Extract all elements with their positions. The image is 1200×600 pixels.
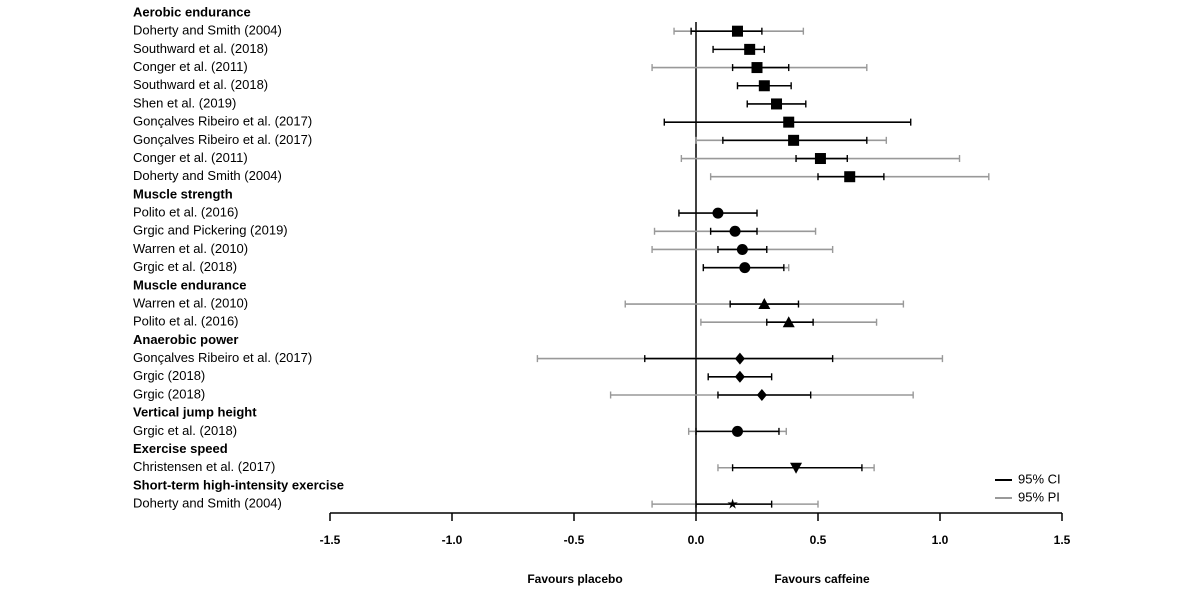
point: [734, 370, 745, 383]
point: [756, 388, 767, 401]
point: [751, 62, 763, 74]
point: [844, 171, 856, 183]
study-label: Southward et al. (2018): [133, 77, 268, 92]
point: [712, 207, 724, 219]
point: [782, 316, 795, 328]
study-label: Doherty and Smith (2004): [133, 168, 282, 183]
study-label: Grgic et al. (2018): [133, 259, 237, 274]
study-label: Gonçalves Ribeiro et al. (2017): [133, 350, 312, 365]
study-label: Polito et al. (2016): [133, 205, 239, 220]
study-label: Grgic and Pickering (2019): [133, 223, 288, 238]
study-label: Grgic et al. (2018): [133, 423, 237, 438]
study-label: Conger et al. (2011): [133, 150, 248, 165]
x-tick-label: -0.5: [564, 533, 585, 547]
legend-label: 95% PI: [1018, 489, 1060, 504]
x-tick-label: -1.0: [442, 533, 463, 547]
point: [736, 243, 748, 255]
group-heading: Muscle strength: [133, 186, 233, 201]
annotation: Favours caffeine: [774, 572, 870, 586]
study-label: Grgic (2018): [133, 386, 205, 401]
study-label: Christensen et al. (2017): [133, 459, 275, 474]
study-label: Warren et al. (2010): [133, 295, 248, 310]
study-label: Polito et al. (2016): [133, 314, 239, 329]
study-label: Gonçalves Ribeiro et al. (2017): [133, 114, 312, 129]
annotation: Favours placebo: [527, 572, 622, 586]
x-tick-label: 1.0: [932, 533, 949, 547]
legend-label: 95% CI: [1018, 471, 1061, 486]
group-heading: Aerobic endurance: [133, 4, 251, 19]
study-label: Southward et al. (2018): [133, 41, 268, 56]
point: [744, 43, 756, 55]
point: [771, 98, 783, 110]
study-label: Warren et al. (2010): [133, 241, 248, 256]
point: [790, 462, 803, 474]
group-heading: Anaerobic power: [133, 332, 238, 347]
point: [788, 134, 800, 146]
study-label: Gonçalves Ribeiro et al. (2017): [133, 132, 312, 147]
study-label: Doherty and Smith (2004): [133, 496, 282, 511]
point: [783, 116, 795, 128]
group-heading: Exercise speed: [133, 441, 228, 456]
group-heading: Short-term high-intensity exercise: [133, 477, 344, 492]
point: [731, 25, 743, 37]
study-label: Grgic (2018): [133, 368, 205, 383]
x-tick-label: 0.5: [810, 533, 827, 547]
point: [758, 80, 770, 92]
x-tick-label: -1.5: [320, 533, 341, 547]
study-label: Conger et al. (2011): [133, 59, 248, 74]
x-tick-label: 0.0: [688, 533, 705, 547]
group-heading: Muscle endurance: [133, 277, 246, 292]
point: [814, 153, 826, 165]
point: [758, 298, 771, 310]
group-heading: Vertical jump height: [133, 405, 257, 420]
x-tick-label: 1.5: [1054, 533, 1071, 547]
point: [731, 425, 743, 437]
study-label: Doherty and Smith (2004): [133, 23, 282, 38]
study-label: Shen et al. (2019): [133, 95, 236, 110]
point: [739, 262, 751, 274]
point: [734, 352, 745, 365]
point: [729, 225, 741, 237]
point: [727, 498, 738, 509]
